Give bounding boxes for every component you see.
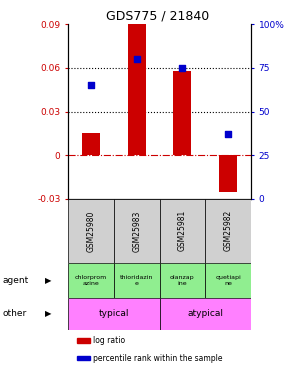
Text: log ratio: log ratio [93,336,125,345]
Point [226,131,230,137]
Text: agent: agent [3,276,29,285]
Text: GSM25981: GSM25981 [178,210,187,252]
Bar [160,263,205,298]
Text: olanzap
ine: olanzap ine [170,275,195,286]
Bar [77,356,90,360]
Bar [160,199,205,263]
Bar [114,199,160,263]
Point [180,65,185,71]
Text: atypical: atypical [187,309,223,318]
Bar [205,263,251,298]
Bar [82,134,100,155]
Point [89,82,93,88]
Bar [114,263,160,298]
Bar [128,24,146,155]
Text: ▶: ▶ [45,276,51,285]
Bar [219,155,237,192]
Text: GSM25982: GSM25982 [224,210,233,252]
Text: GSM25980: GSM25980 [86,210,95,252]
Text: other: other [3,309,27,318]
Text: thioridazin
e: thioridazin e [120,275,153,286]
Bar [160,298,251,330]
Bar [77,338,90,342]
Text: ▶: ▶ [45,309,51,318]
Text: quetiapi
ne: quetiapi ne [215,275,241,286]
Bar [68,298,160,330]
Text: percentile rank within the sample: percentile rank within the sample [93,354,222,363]
Point [134,56,139,62]
Text: GSM25983: GSM25983 [132,210,141,252]
Bar [205,199,251,263]
Text: chlorprom
azine: chlorprom azine [75,275,107,286]
Bar [68,263,114,298]
Bar [68,199,114,263]
Bar [173,71,191,155]
Text: GDS775 / 21840: GDS775 / 21840 [106,9,210,22]
Text: typical: typical [99,309,129,318]
